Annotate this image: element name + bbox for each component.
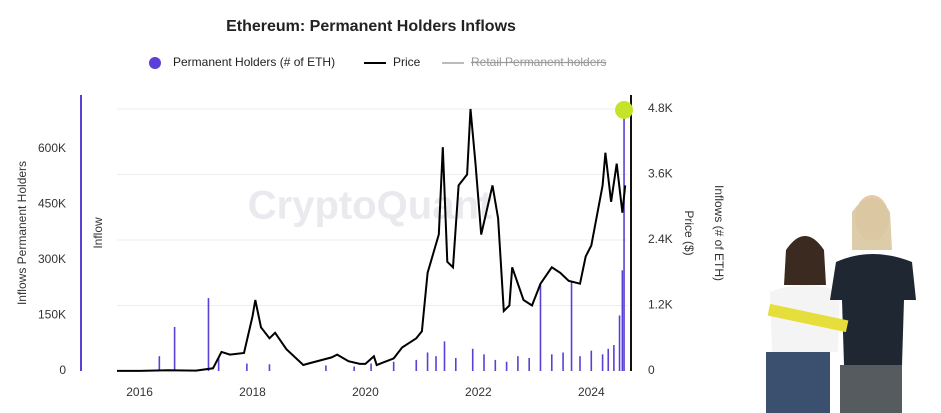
y-tick-label: 150K xyxy=(38,308,66,322)
bar xyxy=(353,366,355,371)
y2-tick-label: 4.8K xyxy=(648,101,673,115)
x-tick-label: 2024 xyxy=(578,385,605,399)
price-line xyxy=(117,108,627,372)
bar xyxy=(528,358,530,371)
y2-tick-label: 3.6K xyxy=(648,167,673,181)
bar xyxy=(454,358,457,371)
bar xyxy=(618,315,621,371)
y-tick-label: 450K xyxy=(38,197,66,211)
bar xyxy=(613,345,615,371)
bar xyxy=(325,365,327,371)
legend-label[interactable]: Price xyxy=(393,55,421,69)
x-tick-label: 2016 xyxy=(126,385,153,399)
y-tick-label: 0 xyxy=(59,363,66,377)
bar xyxy=(601,354,604,371)
bar xyxy=(173,326,176,371)
bar xyxy=(590,350,593,371)
x-tick-label: 2022 xyxy=(465,385,492,399)
bar xyxy=(207,298,210,371)
y2-tick-label: 0 xyxy=(648,363,655,377)
bar xyxy=(494,359,497,371)
x-tick-label: 2020 xyxy=(352,385,379,399)
y-tick-label: 600K xyxy=(38,141,66,155)
bar xyxy=(517,356,519,371)
x-tick-label: 2018 xyxy=(239,385,266,399)
bar xyxy=(621,270,624,371)
y2-axis-title: Price ($) xyxy=(682,210,696,255)
bar xyxy=(415,359,418,371)
bar xyxy=(217,358,220,371)
bar xyxy=(483,354,485,371)
y-tick-label: 300K xyxy=(38,252,66,266)
legend-label[interactable]: Permanent Holders (# of ETH) xyxy=(173,55,335,69)
bar xyxy=(623,109,625,371)
bar xyxy=(158,356,161,371)
y-axis-title: Inflows Permanent Holders xyxy=(15,161,29,305)
bar xyxy=(579,356,581,371)
legend-swatch xyxy=(149,57,161,69)
bar xyxy=(268,364,271,371)
bar xyxy=(607,348,610,371)
bar xyxy=(443,341,446,371)
photo xyxy=(766,195,916,413)
bar xyxy=(570,282,573,371)
latest-marker xyxy=(615,100,634,119)
bar xyxy=(550,354,553,371)
y2-tick-label: 2.4K xyxy=(648,232,673,246)
bar xyxy=(562,352,564,371)
chart-title: Ethereum: Permanent Holders Inflows xyxy=(226,18,516,35)
watermark: CryptoQuant xyxy=(248,184,492,228)
bar xyxy=(505,361,508,371)
bar xyxy=(539,285,542,371)
bar xyxy=(392,361,395,371)
bar xyxy=(370,363,372,371)
bar xyxy=(246,363,248,371)
bar xyxy=(435,356,437,371)
y2-axis-subtitle: Inflows (# of ETH) xyxy=(712,185,726,281)
legend-label[interactable]: Retail Permanent holders xyxy=(471,55,606,69)
bar xyxy=(426,352,429,371)
bar xyxy=(471,348,474,371)
y2-tick-label: 1.2K xyxy=(648,298,673,312)
y-axis-subtitle: Inflow xyxy=(91,217,105,249)
